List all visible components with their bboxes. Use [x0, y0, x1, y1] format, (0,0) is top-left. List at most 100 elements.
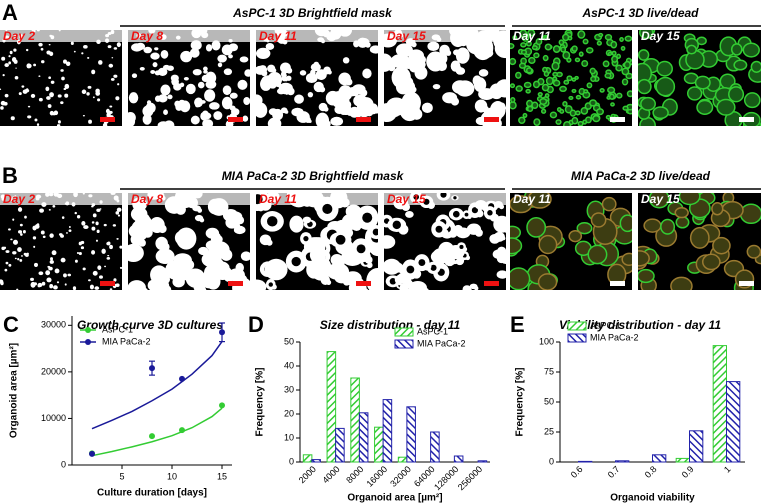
- organoid-lobe: [365, 42, 371, 48]
- organoid-lobe: [423, 262, 432, 271]
- scale-bar: [100, 281, 115, 286]
- organoid-mask: [16, 39, 21, 45]
- organoid-stain: [638, 268, 655, 284]
- x-tick-label: 128000: [432, 464, 460, 492]
- x-tick-label: 5: [119, 471, 124, 481]
- organoid-mask: [202, 119, 214, 126]
- organoid-mask: [34, 118, 38, 122]
- organoid-lobe: [261, 70, 268, 77]
- organoid-lobe: [284, 110, 289, 114]
- organoid-mask: [217, 62, 223, 68]
- organoid-lobe: [196, 277, 208, 289]
- organoid-mask: [109, 288, 113, 290]
- organoid-lobe: [213, 232, 221, 241]
- organoid-stain: [510, 195, 533, 214]
- organoid-mask: [74, 259, 78, 263]
- organoid-lobe: [327, 70, 332, 75]
- organoid-stain: [621, 67, 630, 76]
- organoid-mask: [19, 258, 23, 262]
- organoid-mask: [98, 60, 103, 65]
- organoid-mask: [432, 84, 441, 90]
- organoid-mask: [175, 102, 183, 111]
- organoid-lobe: [286, 67, 293, 74]
- organoid-mask: [190, 40, 202, 51]
- panel-letter: C: [3, 312, 19, 337]
- organoid-stain: [583, 89, 589, 94]
- organoid-mask: [113, 195, 119, 201]
- organoid-lobe: [359, 287, 369, 290]
- image-label: Day 15: [387, 29, 426, 43]
- organoid-stain: [552, 45, 561, 53]
- organoid-mask: [87, 85, 92, 89]
- organoid-mask: [223, 68, 233, 76]
- organoid-stain: [563, 79, 570, 85]
- organoid-mask: [405, 210, 414, 218]
- organoid-mask: [116, 207, 122, 212]
- organoid-mask: [427, 41, 440, 51]
- organoid-core: [459, 244, 464, 249]
- organoid-mask: [256, 279, 267, 290]
- organoid-mask: [191, 30, 202, 39]
- organoid-mask: [17, 247, 22, 252]
- organoid-mask: [86, 92, 90, 96]
- organoid-mask: [455, 227, 471, 239]
- bar: [335, 427, 345, 463]
- organoid-stain: [620, 45, 626, 51]
- organoid-mask: [92, 96, 95, 99]
- organoid-mask: [160, 84, 171, 96]
- organoid-mask: [12, 218, 15, 221]
- organoid-mask: [10, 116, 15, 121]
- organoid-stain: [577, 30, 586, 39]
- organoid-lobe: [474, 286, 479, 290]
- organoid-mask: [155, 248, 175, 264]
- organoid-mask: [160, 49, 169, 59]
- organoid-core: [267, 216, 278, 227]
- organoid-mask: [96, 208, 101, 212]
- organoid-stain: [558, 39, 565, 46]
- organoid-mask: [462, 285, 472, 290]
- organoid-mask: [342, 75, 350, 84]
- organoid-mask: [58, 233, 63, 236]
- organoid-core: [268, 282, 273, 287]
- organoid-core: [322, 203, 333, 214]
- organoid-lobe: [475, 228, 483, 237]
- organoid-mask: [41, 60, 45, 64]
- organoid-mask: [116, 238, 119, 240]
- micrograph: [256, 193, 378, 290]
- organoid-lobe: [306, 238, 314, 245]
- organoid-mask: [362, 68, 372, 79]
- y-tick-label: 75: [544, 366, 554, 376]
- organoid-mask: [97, 265, 102, 270]
- bar: [406, 406, 416, 463]
- organoid-core: [372, 228, 378, 236]
- organoid-stain: [567, 35, 573, 41]
- bar: [652, 454, 667, 463]
- image-label: Day 15: [387, 192, 426, 206]
- organoid-mask: [107, 255, 110, 257]
- organoid-mask: [65, 232, 68, 234]
- organoid-mask: [4, 268, 8, 272]
- organoid-stain: [616, 53, 622, 59]
- organoid-mask: [135, 42, 146, 51]
- organoid-lobe: [401, 202, 410, 212]
- organoid-stain: [527, 30, 536, 37]
- organoid-mask: [189, 48, 200, 58]
- legend-swatch: [394, 339, 414, 349]
- organoid-mask: [99, 275, 103, 279]
- organoid-stain: [519, 30, 528, 38]
- x-tick-label: 32000: [388, 464, 413, 489]
- organoid-mask: [13, 59, 18, 64]
- organoid-mask: [386, 104, 402, 118]
- organoid-stain: [601, 196, 617, 212]
- bar: [397, 456, 408, 463]
- organoid-mask: [207, 198, 222, 215]
- organoid-lobe: [271, 68, 277, 73]
- organoid-mask: [173, 83, 182, 91]
- organoid-mask: [143, 46, 152, 54]
- organoid-mask: [9, 50, 13, 55]
- organoid-lobe: [398, 267, 405, 274]
- organoid-mask: [45, 193, 50, 197]
- organoid-mask: [82, 267, 86, 271]
- image-label: Day 11: [513, 192, 551, 206]
- organoid-mask: [202, 112, 212, 120]
